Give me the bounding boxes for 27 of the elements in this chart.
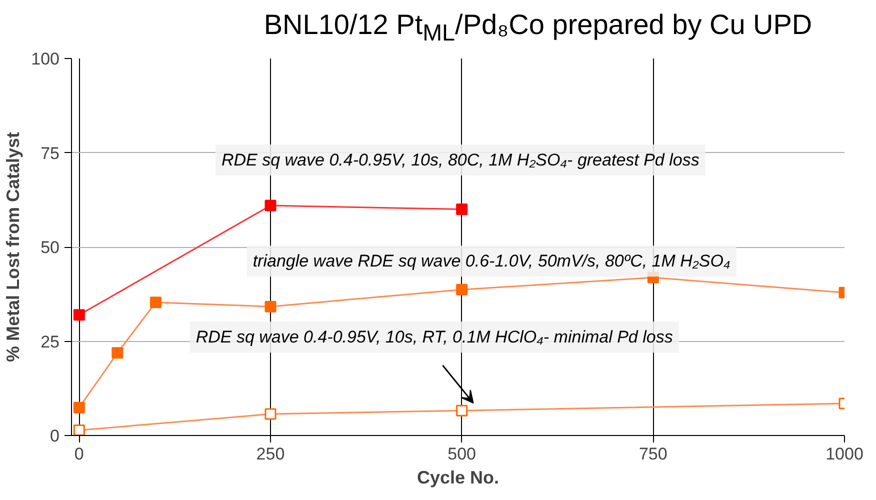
y-tick-label: 0 <box>50 426 60 446</box>
point <box>264 200 276 212</box>
point <box>112 347 124 359</box>
x-tick-label: 250 <box>256 444 285 464</box>
point <box>73 424 85 436</box>
x-tick-label: 500 <box>448 444 476 464</box>
x-axis-title: Cycle No. <box>416 468 500 488</box>
y-tick-label: 75 <box>40 144 60 163</box>
point <box>150 296 162 308</box>
point <box>73 402 85 414</box>
point <box>456 284 468 296</box>
x-tick-label: 0 <box>74 444 84 464</box>
x-tick-label: 1000 <box>826 444 864 464</box>
series-label: triangle wave RDE sq wave 0.6-1.0V, 50mV/s, 80ºC, 1M H₂SO₄ <box>252 252 730 271</box>
y-tick-label: 100 <box>31 50 60 68</box>
point <box>456 204 468 216</box>
y-tick-label: 25 <box>40 332 60 352</box>
point <box>264 408 276 420</box>
text: RDE sq wave 0.4-0.95V, 10s, RT, 0.1M HClO₄- minimal Pd loss <box>196 328 674 347</box>
y-tick-label: 50 <box>40 238 60 257</box>
x-tick-label: 750 <box>638 444 668 464</box>
y-axis-title: % Metal Lost from Catalyst <box>3 132 24 362</box>
point <box>456 404 468 416</box>
text: RDE sq wave 0.4-0.95V, 10s, 80C, 1M H₂SO₄- greatest Pd loss <box>221 150 700 170</box>
chart-title: BNL10/12 Pt$_{ML}$/Pd₈Co prepared by Cu UPD <box>264 8 812 48</box>
point <box>264 300 276 312</box>
point <box>73 309 85 321</box>
